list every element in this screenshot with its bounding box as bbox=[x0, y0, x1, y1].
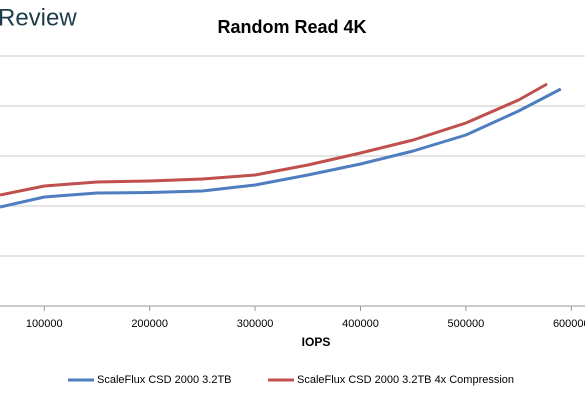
x-tick-label: 500000 bbox=[448, 318, 485, 330]
legend-label: ScaleFlux CSD 2000 3.2TB 4x Compression bbox=[297, 374, 514, 386]
x-tick-label: 600000 bbox=[553, 318, 585, 330]
x-tick-label: 300000 bbox=[237, 318, 274, 330]
series-line bbox=[0, 82, 548, 197]
legend-label: ScaleFlux CSD 2000 3.2TB bbox=[97, 374, 232, 386]
x-tick-label: 100000 bbox=[26, 318, 63, 330]
x-axis-label: IOPS bbox=[302, 335, 331, 349]
x-tick-label: 200000 bbox=[131, 318, 168, 330]
x-tick-label: 400000 bbox=[342, 318, 379, 330]
brand: Review bbox=[0, 4, 77, 31]
series-line bbox=[0, 87, 562, 209]
chart-title: Random Read 4K bbox=[217, 17, 366, 37]
